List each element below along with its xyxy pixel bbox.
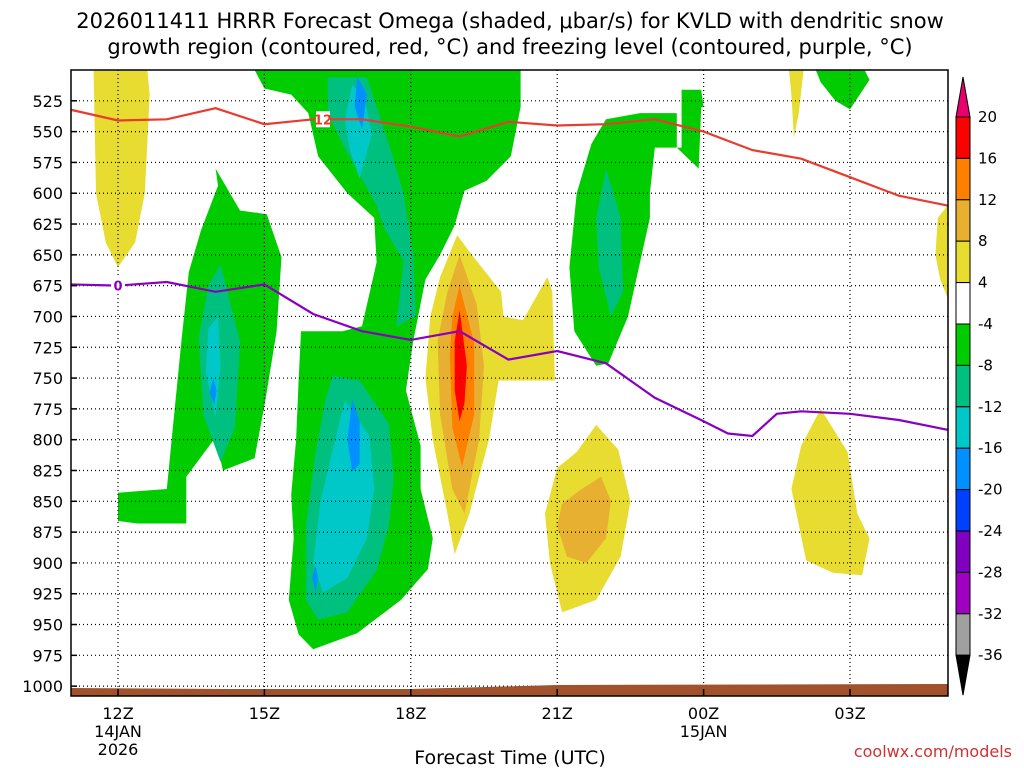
isotherm-line-0 (71, 107, 948, 207)
x-tick-label-00Z-1: 00Z (688, 704, 719, 723)
colorbar-swatch-10 (955, 530, 971, 573)
credit-text: coolwx.com/models (854, 742, 1012, 761)
plot-frame (70, 69, 949, 697)
y-tick-label-675: 675 (32, 277, 63, 296)
y-tick-label-650: 650 (32, 246, 63, 265)
plot-area: 12 0 (70, 69, 949, 697)
omega-region-pos8-23 (557, 476, 611, 563)
colorbar-swatch-12 (955, 613, 971, 656)
colorbar-swatch-7 (955, 406, 971, 449)
colorbar-swatch-9 (955, 489, 971, 532)
colorbar-label-13: -36 (978, 646, 1003, 664)
omega-region-pos4-16 (789, 70, 804, 138)
omega-region-neg12-2 (205, 316, 221, 418)
colorbar-label-8: -16 (978, 439, 1003, 457)
isotherm-label-bg-0 (315, 111, 330, 128)
surface-terrain (71, 684, 948, 696)
x-tick-label-03Z-1: 03Z (834, 704, 865, 723)
y-tick-label-850: 850 (32, 492, 63, 511)
colorbar-label-6: -8 (978, 356, 993, 374)
colorbar-top-arrow (955, 76, 971, 118)
colorbar-swatch-6 (955, 364, 971, 408)
x-tick-label-21Z-1: 21Z (542, 704, 573, 723)
colorbar-label-4: 4 (978, 274, 988, 292)
colorbar-label-11: -28 (978, 563, 1003, 581)
colorbar-bottom-arrow (955, 654, 971, 696)
omega-region-neg16-11 (312, 565, 319, 593)
x-tick-label-15Z-1: 15Z (249, 704, 280, 723)
x-tick-label-18Z-1: 18Z (395, 704, 426, 723)
colorbar-swatch-3 (955, 240, 971, 284)
chart-title-line2: growth region (contoured, red, °C) and f… (107, 35, 912, 59)
colorbar-label-2: 12 (978, 191, 997, 209)
x-tick-label-12Z-2: 14JAN (94, 722, 142, 741)
y-tick-label-950: 950 (32, 616, 63, 635)
colorbar-label-1: 16 (978, 149, 997, 167)
y-tick-label-525: 525 (32, 92, 63, 111)
omega-region-neg16-10 (347, 399, 360, 472)
omega-region-neg16-7 (354, 76, 367, 130)
isotherm-label-0: 12 (314, 113, 332, 128)
y-tick-label-975: 975 (32, 646, 63, 665)
colorbar-label-3: 8 (978, 232, 988, 250)
colorbar-swatch-8 (955, 447, 971, 491)
omega-region-neg4-12 (569, 89, 704, 366)
y-tick-label-1000: 1000 (22, 677, 63, 696)
x-tick-label-12Z-1: 12Z (102, 704, 133, 723)
x-tick-label-00Z-2: 15JAN (680, 722, 728, 741)
chart-title-line1: 2026011411 HRRR Forecast Omega (shaded, … (76, 9, 944, 33)
y-tick-label-550: 550 (32, 123, 63, 142)
omega-region-pos4-15 (93, 70, 150, 268)
y-tick-label-800: 800 (32, 431, 63, 450)
colorbar-swatch-1 (955, 157, 971, 201)
omega-region-pos4-24 (791, 408, 870, 576)
colorbar-swatch-5 (955, 323, 971, 366)
y-tick-label-600: 600 (32, 184, 63, 203)
omega-region-neg12-6 (344, 84, 372, 179)
omega-region-neg16-3 (209, 378, 217, 406)
isotherm-label-bg-1 (111, 277, 125, 294)
y-tick-label-900: 900 (32, 554, 63, 573)
y-tick-label-725: 725 (32, 338, 63, 357)
colorbar-label-9: -20 (978, 481, 1003, 499)
y-tick-label-700: 700 (32, 307, 63, 326)
colorbar-swatch-4 (955, 282, 971, 325)
isotherm-label-1: 0 (113, 280, 122, 295)
colorbar-label-5: -4 (978, 315, 993, 333)
y-tick-label-825: 825 (32, 461, 63, 480)
colorbar-swatch-0 (955, 116, 971, 159)
omega-region-neg8-13 (596, 168, 624, 317)
omega-region-pos16-21 (454, 310, 467, 422)
y-tick-label-775: 775 (32, 400, 63, 419)
colorbar-swatch-11 (955, 571, 971, 615)
y-tick-label-750: 750 (32, 369, 63, 388)
y-tick-label-625: 625 (32, 215, 63, 234)
colorbar-label-10: -24 (978, 522, 1003, 540)
colorbar-swatch-2 (955, 199, 971, 242)
y-tick-label-575: 575 (32, 153, 63, 172)
colorbar-label-7: -12 (978, 398, 1003, 416)
omega-region-neg4-14 (815, 70, 870, 110)
x-axis-label: Forecast Time (UTC) (414, 747, 605, 768)
colorbar-label-12: -32 (978, 605, 1003, 623)
pressure-axis: 525 550 575 600 625 650 675 700 725 750 775 800 825 8… (22, 92, 77, 696)
x-tick-label-12Z-3: 2026 (98, 740, 139, 759)
isotherm-line-1 (71, 280, 948, 438)
colorbar-label-0: 20 (978, 108, 997, 126)
y-tick-label-925: 925 (32, 585, 63, 604)
colorbar: 20 16 12 8 4 -4 -8 -12 -16 -20 -24 -28 -32 -36 (955, 76, 1003, 696)
omega-region-pos4-17 (935, 205, 948, 298)
y-tick-label-875: 875 (32, 523, 63, 542)
